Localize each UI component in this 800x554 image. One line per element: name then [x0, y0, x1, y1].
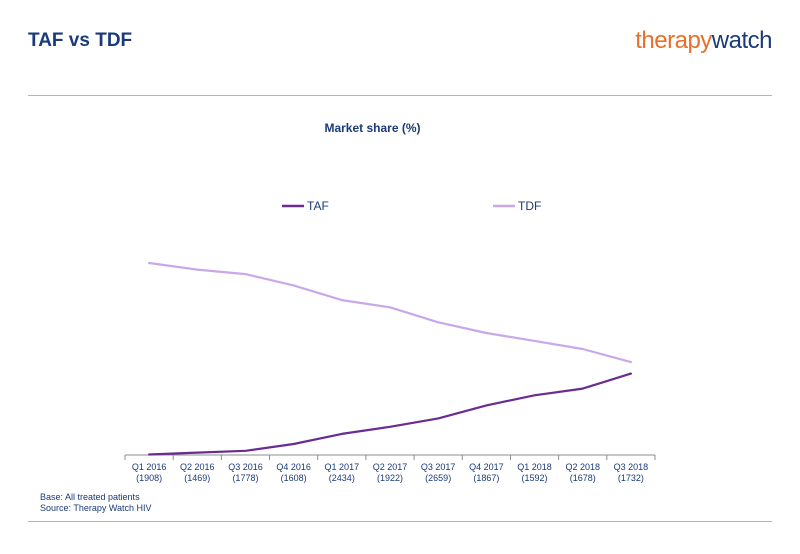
brand-text-therapy: therapy: [635, 27, 712, 54]
series-line-tdf: [148, 261, 633, 364]
slide-title: TAF vs TDF: [28, 30, 133, 51]
x-tick-label-line: (1732): [618, 473, 644, 483]
x-tick-label-line: (1469): [184, 473, 210, 483]
x-tick-label-line: Q1 2017: [325, 462, 360, 472]
x-tick-label: Q2 2018 (1678): [565, 462, 600, 483]
therapywatch-logo: therapywatch: [635, 27, 772, 55]
footnote-source: Source: Therapy Watch HIV: [40, 503, 152, 513]
x-tick-label: Q3 2018 (1732): [614, 462, 649, 483]
legend-label-tdf: TDF: [518, 199, 541, 213]
x-tick-label-line: (2659): [425, 473, 451, 483]
x-tick-label: Q2 2016 (1469): [180, 462, 215, 483]
x-tick-label-line: Q3 2018: [614, 462, 649, 472]
x-tick-label: Q1 2018 (1592): [517, 462, 552, 483]
x-tick-label-line: Q2 2017: [373, 462, 408, 472]
x-tick-label-line: Q4 2016: [276, 462, 311, 472]
x-tick-label-line: Q3 2016: [228, 462, 263, 472]
brand-text-watch: watch: [711, 27, 773, 54]
chart-title: Market share (%): [324, 121, 421, 135]
x-tick-label: Q2 2017 (1922): [373, 462, 408, 483]
x-tick-label-line: (1922): [377, 473, 403, 483]
header-divider: [28, 95, 772, 96]
x-tick-label-line: Q3 2017: [421, 462, 456, 472]
x-tick-label-line: (1867): [473, 473, 499, 483]
x-tick-label: Q4 2017 (1867): [469, 462, 504, 483]
x-tick-label-line: Q4 2017: [469, 462, 504, 472]
x-tick-label: Q4 2016 (1608): [276, 462, 311, 483]
x-tick-label-line: Q1 2016: [132, 462, 167, 472]
legend-label-taf: TAF: [307, 199, 329, 213]
x-tick-label: Q3 2017 (2659): [421, 462, 456, 483]
x-tick-label-line: (1608): [281, 473, 307, 483]
footer-divider: [28, 521, 772, 522]
x-tick-label: Q3 2016 (1778): [228, 462, 263, 483]
x-tick-label: Q1 2016 (1908): [132, 462, 167, 483]
x-tick-label-line: (1778): [232, 473, 258, 483]
x-tick-label: Q1 2017 (2434): [325, 462, 360, 483]
x-tick-label-line: (1908): [136, 473, 162, 483]
footnote-base: Base: All treated patients: [40, 492, 140, 502]
x-tick-label-line: Q2 2016: [180, 462, 215, 472]
x-tick-label-line: (1678): [570, 473, 596, 483]
x-tick-label-line: (1592): [522, 473, 548, 483]
x-tick-label-line: (2434): [329, 473, 355, 483]
x-tick-label-line: Q1 2018: [517, 462, 552, 472]
x-tick-label-line: Q2 2018: [565, 462, 600, 472]
series-line-taf: [148, 372, 633, 456]
